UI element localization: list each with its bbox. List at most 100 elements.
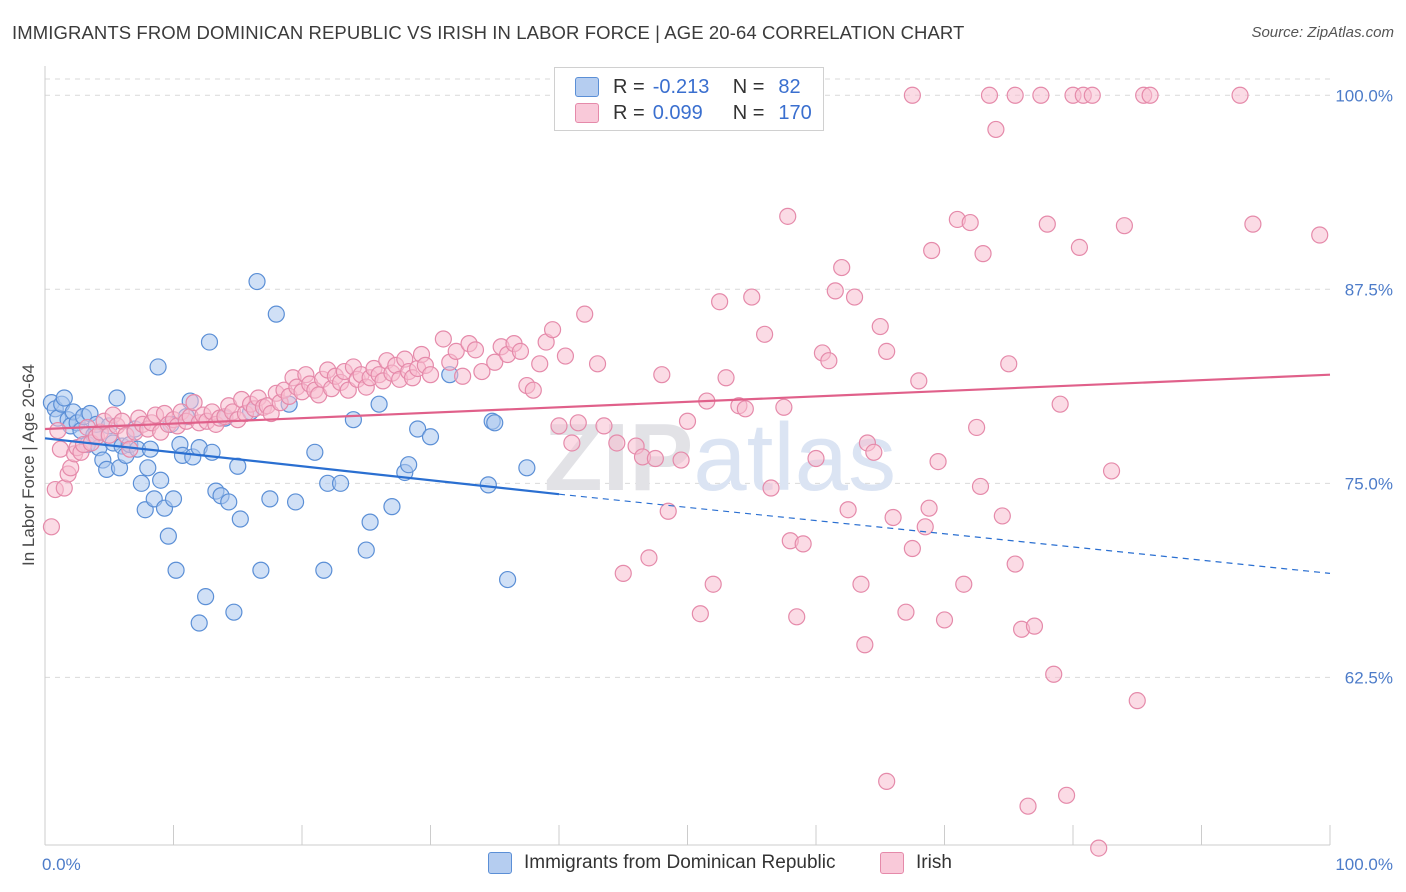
irish-point	[974, 245, 992, 263]
irish-point	[871, 317, 889, 336]
legend-r-value: -0.213	[652, 75, 710, 98]
legend-n-value: 170	[778, 101, 812, 124]
irish-point	[779, 207, 797, 225]
series-legend: Immigrants from Dominican Republic Irish	[0, 852, 1406, 878]
legend-label-dominican: Immigrants from Dominican Republic	[524, 852, 836, 873]
irish-point	[897, 603, 915, 621]
legend-swatch-blue	[488, 852, 512, 874]
irish-point	[884, 508, 902, 527]
irish-point	[646, 449, 664, 468]
irish-point	[1311, 226, 1329, 244]
irish-point	[839, 501, 857, 519]
irish-point	[1032, 86, 1050, 104]
y-tick-label: 75.0%	[1345, 474, 1393, 493]
irish-point	[640, 549, 658, 567]
legend-r-value: 0.099	[652, 101, 703, 124]
dominican-point	[220, 493, 238, 511]
dominican-point	[331, 474, 350, 492]
irish-point	[563, 434, 581, 452]
dominican-point	[197, 588, 215, 606]
irish-point	[743, 288, 761, 306]
irish-point	[955, 575, 973, 593]
irish-point	[1141, 86, 1159, 104]
x-tick-label: 100.0%	[1335, 855, 1393, 874]
y-tick-label: 100.0%	[1335, 86, 1393, 105]
irish-point	[434, 330, 452, 348]
irish-trend-line	[44, 373, 1331, 431]
legend-label-irish: Irish	[916, 852, 952, 873]
y-tick-label: 62.5%	[1345, 668, 1393, 687]
irish-point	[1244, 215, 1262, 233]
irish-point	[1115, 217, 1134, 235]
irish-point	[775, 398, 793, 416]
dominican-point	[149, 358, 167, 376]
dominican-point	[499, 570, 517, 589]
legend-item-irish: Irish	[880, 852, 952, 874]
irish-point	[1231, 86, 1249, 104]
irish-point	[678, 412, 697, 430]
irish-point	[595, 417, 613, 435]
irish-point	[826, 282, 844, 300]
irish-point	[1019, 797, 1037, 815]
legend-row-dominican: R = -0.213 N = 82	[575, 75, 801, 99]
irish-point	[833, 258, 851, 277]
irish-point	[1006, 555, 1024, 573]
irish-point	[524, 381, 542, 399]
irish-point	[421, 366, 440, 384]
irish-point	[608, 434, 626, 452]
dominican-point	[261, 490, 279, 508]
source-label: Source: ZipAtlas.com	[1251, 24, 1394, 41]
watermark-atlas: atlas	[693, 404, 896, 511]
dominican-point	[152, 471, 170, 489]
legend-n-label: N =	[732, 75, 765, 98]
dominican-point	[400, 456, 418, 474]
chart-title: IMMIGRANTS FROM DOMINICAN REPUBLIC VS IR…	[12, 22, 965, 43]
irish-point	[550, 417, 568, 435]
irish-point	[910, 372, 928, 390]
y-tick-label: 87.5%	[1345, 280, 1393, 299]
irish-point	[511, 342, 530, 360]
irish-point	[856, 636, 874, 654]
irish-point	[878, 342, 896, 360]
irish-point	[672, 451, 690, 469]
trend-lines	[44, 373, 1331, 574]
irish-point	[878, 772, 896, 790]
legend-swatch-blue	[575, 77, 599, 97]
irish-point	[971, 477, 990, 496]
dominican-point	[306, 443, 324, 461]
dominican-point	[421, 428, 440, 446]
irish-point	[794, 535, 812, 553]
irish-point	[447, 342, 465, 360]
dominican-point	[190, 614, 208, 632]
dominican-point	[286, 493, 305, 511]
dominican-point	[132, 474, 150, 492]
irish-point	[903, 86, 921, 104]
dominican-point	[167, 561, 185, 579]
legend-swatch-pink	[880, 852, 904, 874]
irish-point	[556, 347, 575, 365]
irish-point	[576, 305, 594, 323]
irish-point	[486, 353, 504, 371]
irish-point	[454, 367, 472, 385]
irish-point	[820, 352, 838, 370]
irish-point	[920, 499, 938, 517]
x-tick-label: 0.0%	[42, 855, 81, 874]
dominican-trend-line	[44, 437, 560, 496]
irish-point	[865, 443, 883, 461]
irish-point	[968, 418, 986, 437]
dominican-point	[518, 459, 536, 477]
legend-r-label: R =	[613, 75, 645, 98]
axes	[44, 66, 1331, 846]
legend-item-dominican: Immigrants from Dominican Republic	[488, 852, 836, 874]
dominican-point	[370, 395, 388, 413]
irish-point	[1128, 692, 1146, 710]
dominican-point	[139, 459, 157, 477]
grid-lines	[45, 78, 1330, 678]
irish-point	[614, 564, 632, 582]
irish-point	[961, 213, 979, 232]
irish-point	[691, 605, 709, 623]
irish-point	[42, 518, 61, 536]
y-axis-label: In Labor Force | Age 20-64	[19, 364, 38, 566]
legend-n-value: 82	[778, 75, 801, 98]
